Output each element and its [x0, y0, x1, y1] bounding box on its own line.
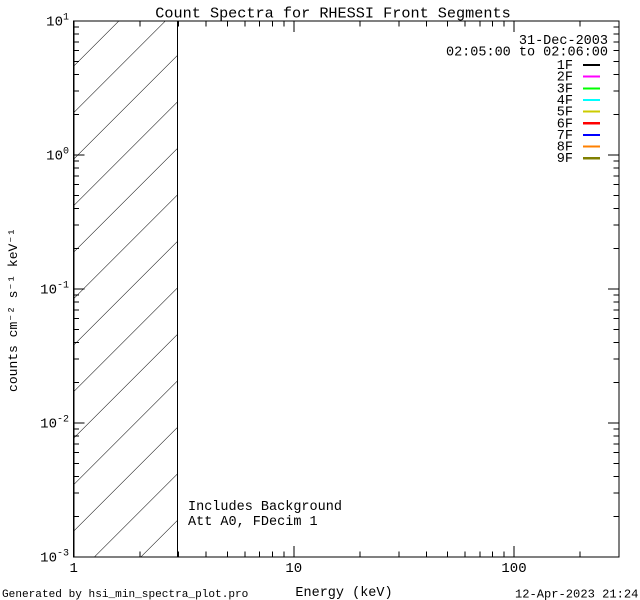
svg-text:100: 100	[46, 147, 69, 165]
svg-text:Energy (keV): Energy (keV)	[295, 586, 392, 600]
svg-text:02:05:00 to 02:06:00: 02:05:00 to 02:06:00	[446, 46, 608, 61]
svg-text:12-Apr-2023 21:24: 12-Apr-2023 21:24	[515, 588, 638, 600]
svg-text:10: 10	[285, 561, 302, 577]
svg-text:10-1: 10-1	[40, 281, 69, 299]
svg-text:Includes Background: Includes Background	[188, 500, 342, 515]
svg-text:101: 101	[46, 13, 69, 31]
svg-text:10-3: 10-3	[40, 549, 69, 567]
svg-text:100: 100	[501, 561, 526, 577]
svg-text:counts cm⁻² s⁻¹ keV⁻¹: counts cm⁻² s⁻¹ keV⁻¹	[6, 228, 21, 392]
svg-text:Generated by hsi_min_spectra_p: Generated by hsi_min_spectra_plot.pro	[2, 589, 248, 600]
svg-text:Att A0, FDecim 1: Att A0, FDecim 1	[188, 515, 318, 530]
svg-text:1: 1	[69, 561, 77, 577]
svg-text:Count Spectra for RHESSI Front: Count Spectra for RHESSI Front Segments	[155, 4, 510, 22]
svg-text:10-2: 10-2	[40, 415, 69, 433]
svg-text:9F: 9F	[557, 152, 573, 167]
